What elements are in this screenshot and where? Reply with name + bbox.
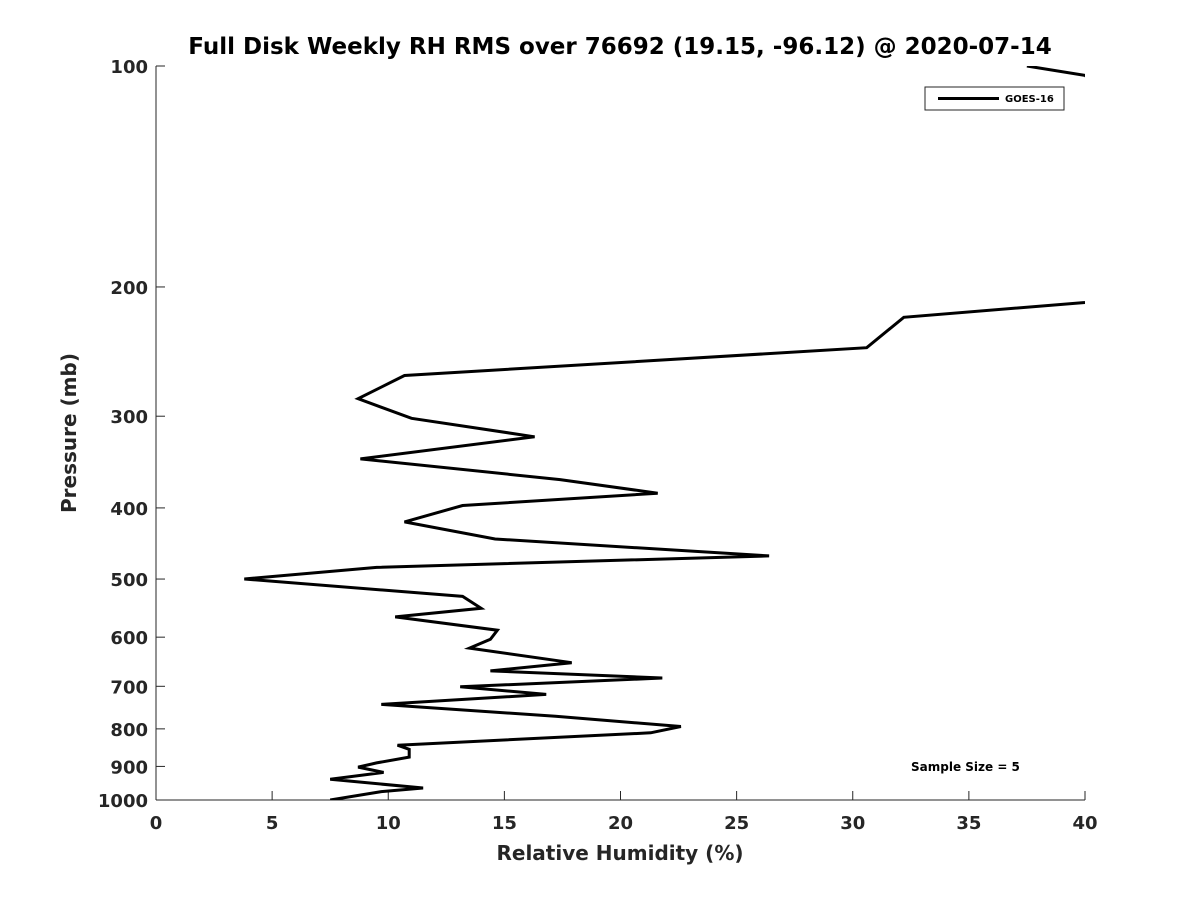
x-tick-label: 40 (1072, 813, 1097, 834)
y-tick-label: 400 (110, 499, 148, 520)
chart-title: Full Disk Weekly RH RMS over 76692 (19.1… (188, 34, 1051, 60)
x-tick-label: 20 (608, 813, 633, 834)
plot-area (156, 66, 1085, 800)
y-tick-label: 900 (110, 757, 148, 778)
series-line-goes-16 (244, 66, 1085, 800)
legend: GOES-16 (924, 86, 1065, 111)
y-tick-label: 500 (110, 570, 148, 591)
x-tick-label: 10 (376, 813, 401, 834)
y-tick-label: 300 (110, 407, 148, 428)
x-tick-label: 35 (956, 813, 981, 834)
legend-label-goes-16: GOES-16 (1005, 94, 1054, 105)
x-tick-label: 30 (840, 813, 865, 834)
y-tick-label: 100 (110, 57, 148, 78)
y-axis-ticks: 100 200 300 400 500 600 700 800 900 1000 (98, 57, 165, 812)
y-tick-label: 1000 (98, 791, 148, 812)
x-tick-label: 15 (492, 813, 517, 834)
y-tick-label: 700 (110, 677, 148, 698)
x-axis-label: Relative Humidity (%) (496, 841, 743, 865)
y-axis-label: Pressure (mb) (57, 353, 81, 513)
x-tick-label: 5 (266, 813, 279, 834)
y-tick-label: 200 (110, 278, 148, 299)
x-tick-label: 25 (724, 813, 749, 834)
y-tick-label: 800 (110, 720, 148, 741)
y-tick-label: 600 (110, 628, 148, 649)
x-tick-label: 0 (150, 813, 163, 834)
sample-size-annotation: Sample Size = 5 (911, 760, 1020, 774)
x-axis-ticks: 0 5 10 15 20 25 30 35 40 (150, 791, 1098, 834)
